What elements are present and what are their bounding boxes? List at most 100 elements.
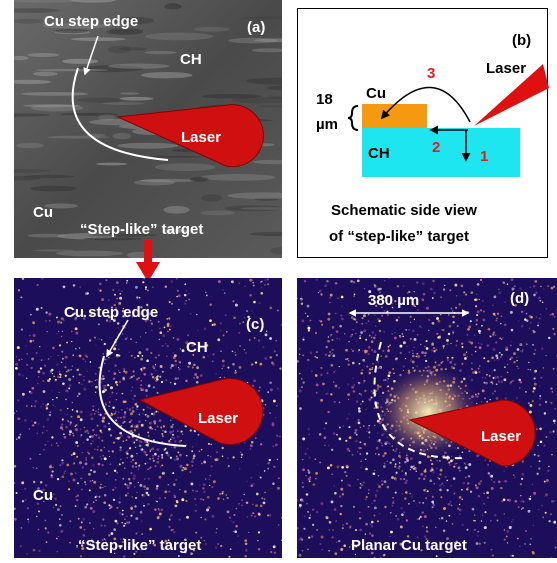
speckle [168,484,170,486]
speckle [113,378,115,380]
speckle [140,336,141,337]
speckle [328,445,330,447]
speckle [360,483,361,484]
speckle [151,442,152,443]
speckle [365,468,368,471]
speckle [369,532,371,534]
speckle [347,484,349,486]
speckle [259,302,261,304]
speckle [122,462,124,464]
speckle [375,496,376,497]
speckle [433,347,435,349]
speckle [357,451,358,452]
speckle [134,429,136,431]
speckle [315,472,318,475]
speckle [383,310,385,312]
speckle [403,341,406,344]
speckle [484,542,486,544]
speckle [215,373,217,375]
speckle [244,317,245,318]
speckle [69,384,72,387]
speckle [82,452,84,454]
speckle [495,335,496,336]
speckle [495,354,498,357]
speckle [459,504,461,506]
speckle [296,499,299,502]
speckle [348,413,350,415]
speckle [469,375,471,377]
speckle [384,506,386,508]
speckle [444,285,445,286]
label: “Step-like” target [78,537,201,554]
speckle [388,277,390,279]
speckle [308,330,310,332]
speckle [484,526,487,529]
speckle [489,335,490,336]
speckle [343,425,345,427]
speckle [539,395,541,397]
speckle [452,315,455,318]
speckle [94,413,96,415]
speckle [452,310,453,311]
speckle [85,483,87,485]
speckle [172,430,174,432]
speckle [145,389,148,392]
speckle [75,426,76,427]
speckle [129,482,132,485]
speckle [424,355,426,357]
speckle [543,367,545,369]
speckle [60,530,63,533]
speckle [428,330,429,331]
speckle [410,322,411,323]
speckle [461,285,464,288]
speckle [547,285,549,287]
speckle [36,308,39,311]
speckle [172,434,174,436]
speckle [501,354,503,356]
speckle [396,319,399,322]
speckle [155,356,157,358]
speckle [424,470,427,473]
speckle [115,437,117,439]
speckle [299,373,300,374]
speckle [114,364,117,367]
speckle [72,354,74,356]
speckle [241,499,243,501]
speckle [339,325,342,328]
streak [155,163,216,171]
speckle [504,539,506,541]
speckle [50,356,52,358]
speckle [304,280,306,282]
speckle [384,280,385,281]
speckle [478,330,481,333]
speckle [551,454,553,456]
speckle [159,513,162,516]
speckle [409,493,411,495]
speckle [108,357,109,358]
speckle [352,454,354,456]
speckle [38,529,40,531]
speckle [453,466,455,468]
speckle [484,397,486,399]
speckle [392,458,395,461]
speckle [86,430,89,433]
speckle [266,331,267,332]
speckle [383,465,386,468]
speckle [122,478,124,480]
speckle [494,376,496,378]
speckle [133,477,136,480]
speckle [244,494,245,495]
speckle [28,521,29,522]
speckle [439,473,441,475]
speckle [334,492,337,495]
speckle [117,437,120,440]
speckle [517,348,520,351]
speckle [108,370,110,372]
speckle [384,463,386,465]
speckle [414,269,417,272]
speckle [155,369,157,371]
speckle [115,419,117,421]
speckle [186,290,187,291]
speckle [14,482,15,483]
speckle [146,492,149,495]
